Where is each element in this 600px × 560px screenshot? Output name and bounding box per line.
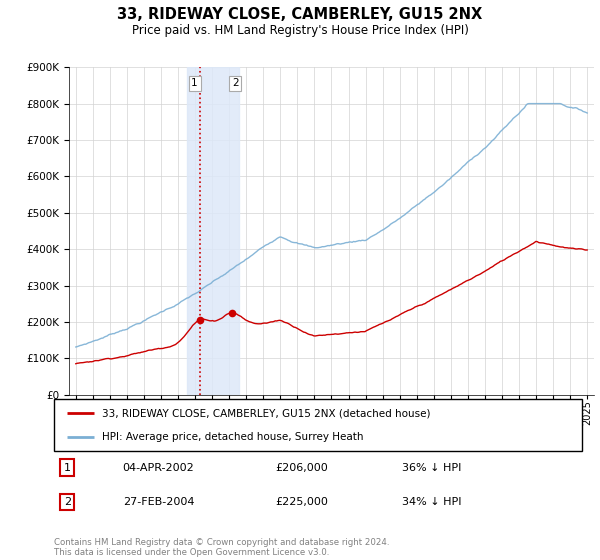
Text: 33, RIDEWAY CLOSE, CAMBERLEY, GU15 2NX: 33, RIDEWAY CLOSE, CAMBERLEY, GU15 2NX bbox=[118, 7, 482, 22]
Text: 34% ↓ HPI: 34% ↓ HPI bbox=[403, 497, 462, 507]
Text: 04-APR-2002: 04-APR-2002 bbox=[122, 463, 194, 473]
Text: 33, RIDEWAY CLOSE, CAMBERLEY, GU15 2NX (detached house): 33, RIDEWAY CLOSE, CAMBERLEY, GU15 2NX (… bbox=[101, 408, 430, 418]
FancyBboxPatch shape bbox=[54, 399, 582, 451]
Bar bbox=[187, 67, 239, 395]
Text: 1: 1 bbox=[64, 463, 71, 473]
Text: HPI: Average price, detached house, Surrey Heath: HPI: Average price, detached house, Surr… bbox=[101, 432, 363, 442]
Text: Contains HM Land Registry data © Crown copyright and database right 2024.
This d: Contains HM Land Registry data © Crown c… bbox=[54, 538, 389, 557]
Text: Price paid vs. HM Land Registry's House Price Index (HPI): Price paid vs. HM Land Registry's House … bbox=[131, 24, 469, 36]
Text: 2: 2 bbox=[232, 78, 239, 88]
Text: 36% ↓ HPI: 36% ↓ HPI bbox=[403, 463, 462, 473]
Text: 27-FEB-2004: 27-FEB-2004 bbox=[122, 497, 194, 507]
Text: £206,000: £206,000 bbox=[276, 463, 329, 473]
Text: 2: 2 bbox=[64, 497, 71, 507]
Text: £225,000: £225,000 bbox=[276, 497, 329, 507]
Text: 1: 1 bbox=[191, 78, 198, 88]
